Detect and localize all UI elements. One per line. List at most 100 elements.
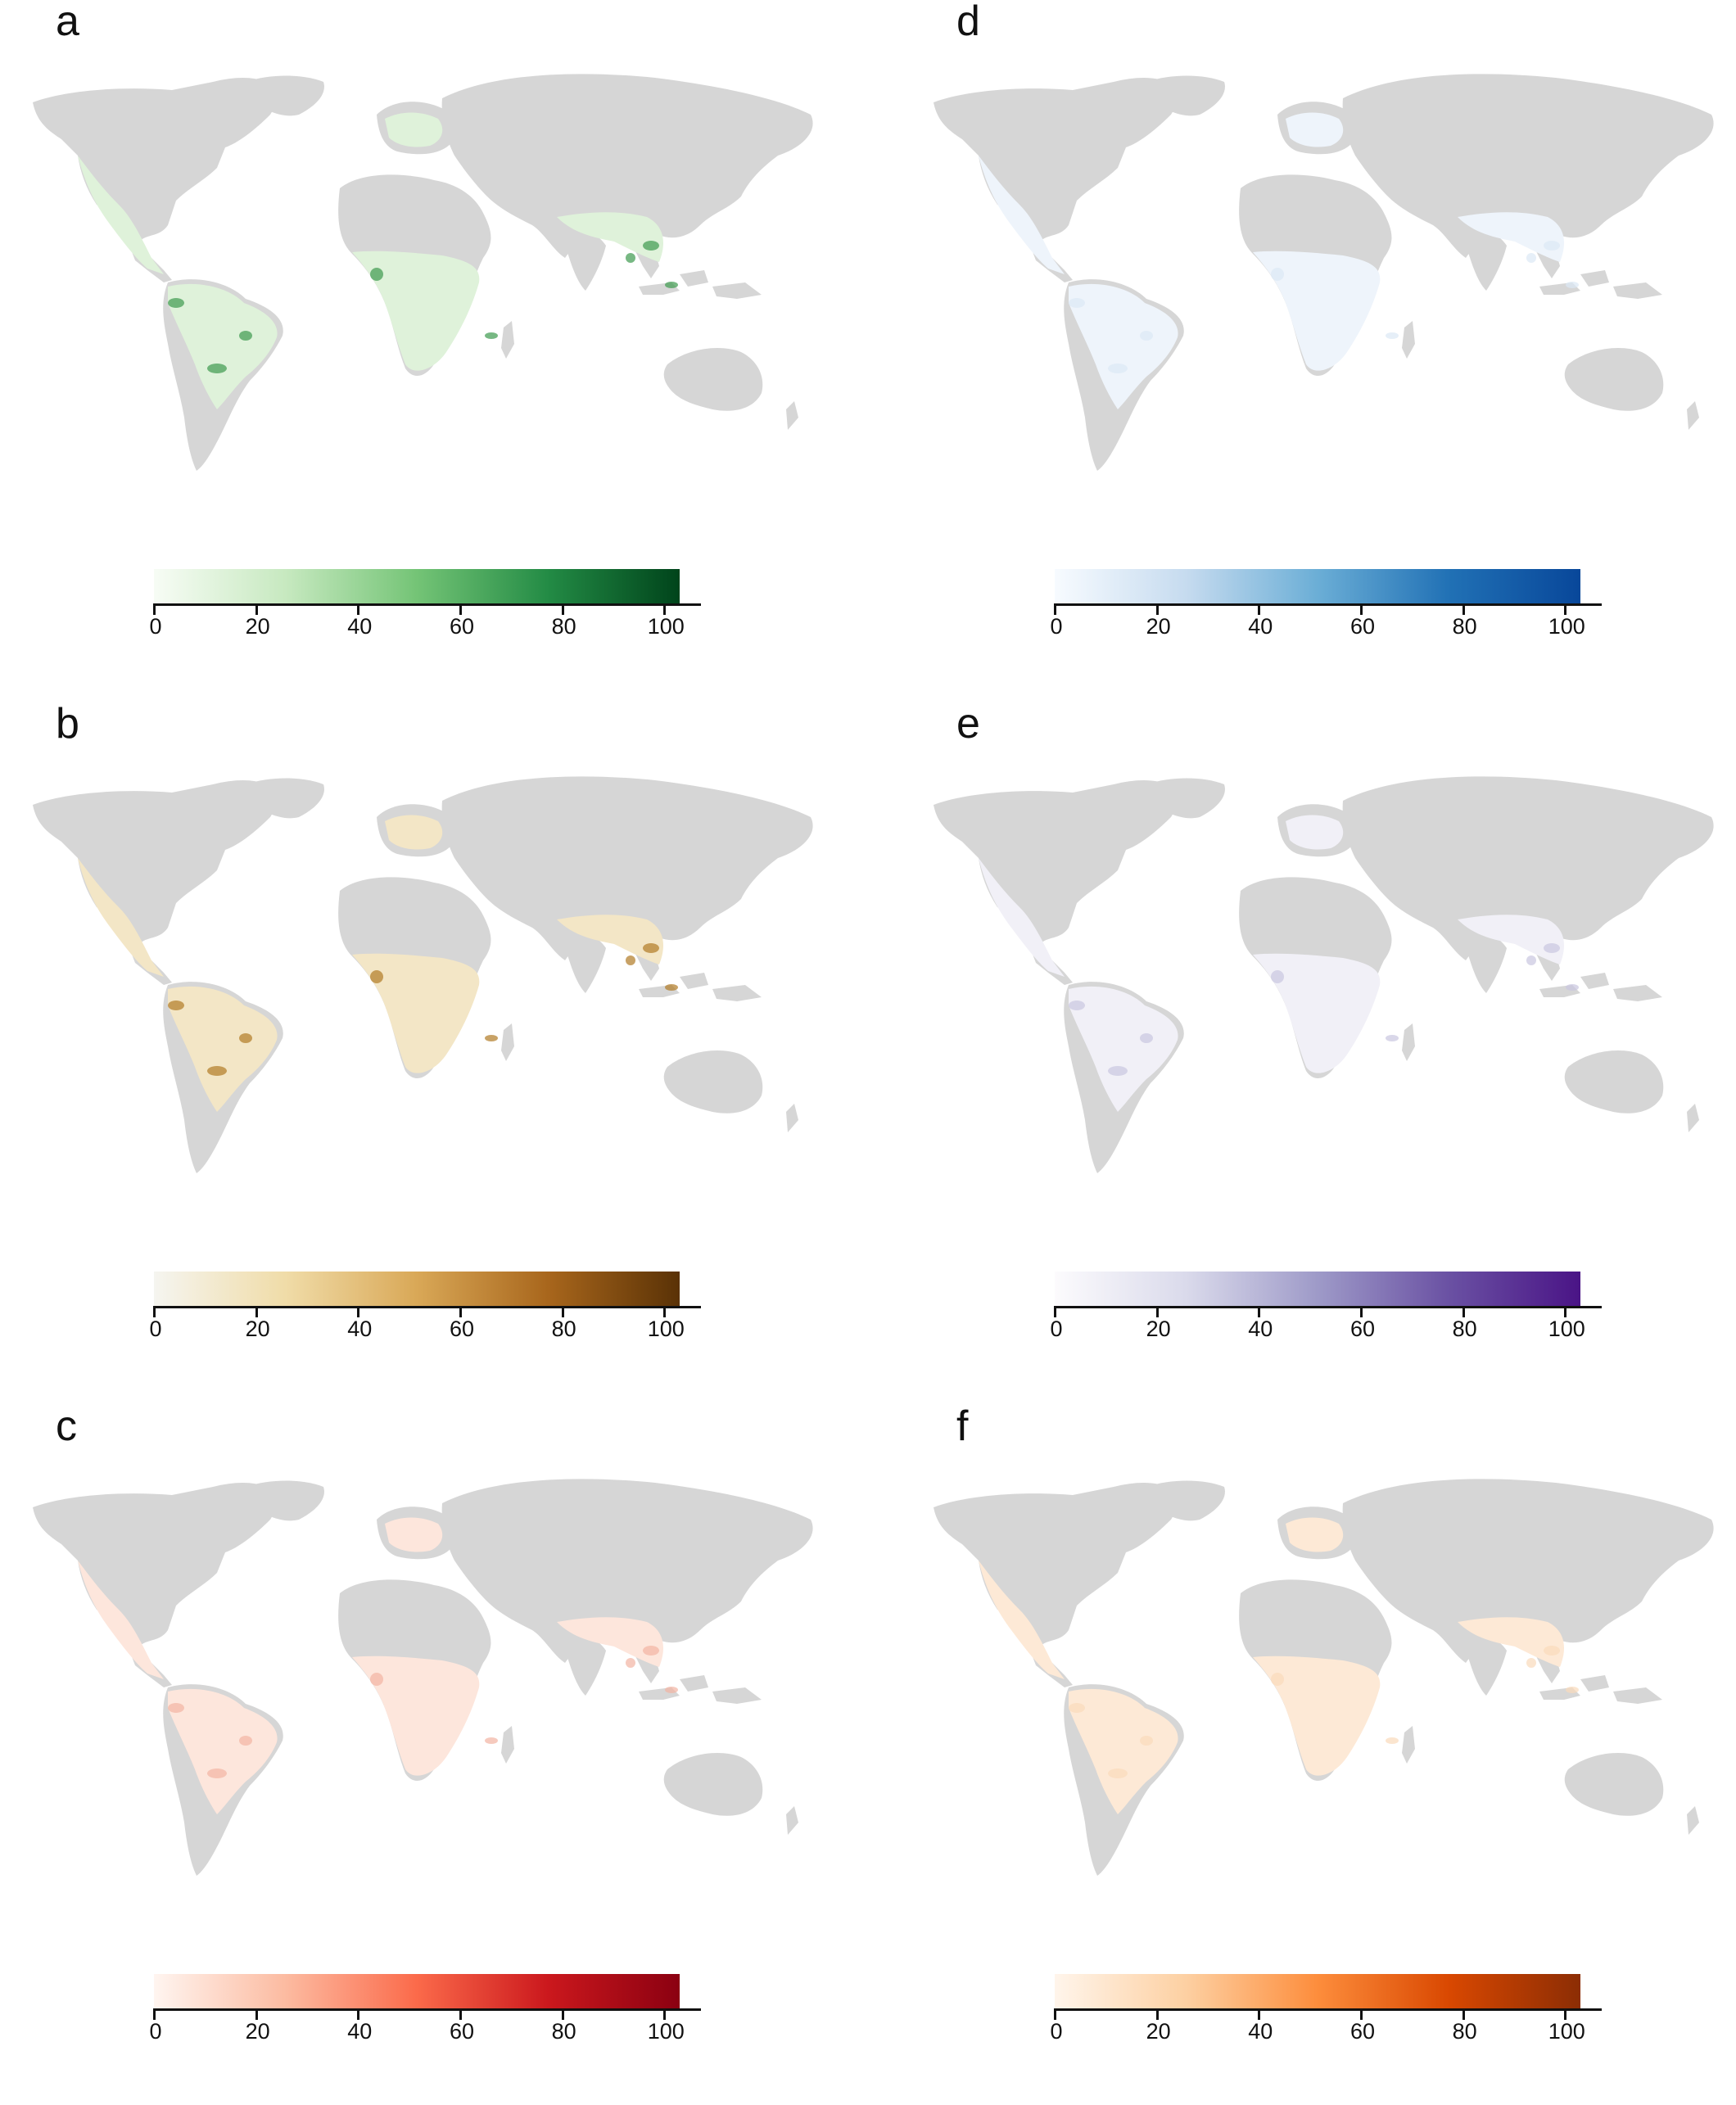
world-map: [33, 74, 813, 471]
colorbar-tick-label: 80: [1452, 614, 1477, 639]
colorbar-tick: [1155, 603, 1159, 615]
colorbar-tick: [561, 2008, 564, 2020]
value-hotspot-0: [207, 364, 227, 373]
value-hotspot-3: [1271, 970, 1284, 983]
value-hotspot-3: [370, 970, 383, 983]
landmass-0: [33, 78, 283, 250]
colorbar-tick-label: 20: [1146, 614, 1171, 639]
colorbar-tick-label: 20: [1146, 2019, 1171, 2044]
landmass-0: [33, 780, 283, 952]
landmass-13: [1613, 180, 1630, 209]
value-hotspot-5: [1544, 241, 1560, 251]
value-hotspot-0: [1108, 1066, 1128, 1076]
value-hotspot-5: [643, 943, 659, 953]
value-hotspot-0: [1108, 364, 1128, 373]
landmass-15: [1687, 1104, 1699, 1132]
landmass-8: [1466, 225, 1507, 291]
value-hotspot-7: [665, 282, 678, 288]
landmass-14: [663, 1753, 763, 1816]
colorbar-tick-label: 60: [449, 1317, 474, 1341]
colorbar-legend: 0 20 40 60 80 100: [149, 569, 711, 651]
colorbar-tick-label: 100: [647, 614, 685, 639]
value-hotspot-6: [626, 1658, 635, 1668]
landmass-7: [1342, 74, 1714, 258]
value-region-3: [78, 1561, 164, 1679]
landmass-15: [786, 1806, 798, 1835]
landmass-12: [1613, 985, 1662, 1001]
landmass-1: [246, 75, 324, 116]
colorbar-tick: [1054, 1306, 1056, 1317]
value-overlay-group: [78, 815, 678, 1112]
colorbar-tick: [153, 1306, 156, 1317]
colorbar-axis: [1055, 2008, 1602, 2011]
value-hotspot-1: [239, 1033, 252, 1043]
value-hotspot-1: [1140, 331, 1153, 341]
world-map: [934, 776, 1714, 1173]
colorbar-tick: [1359, 603, 1363, 615]
colorbar-tick: [153, 603, 156, 615]
world-map: [33, 776, 813, 1173]
colorbar-tick: [1258, 2008, 1261, 2020]
landmass-8: [1466, 928, 1507, 993]
landmass-8: [565, 1630, 606, 1696]
value-hotspot-3: [1271, 1673, 1284, 1686]
colorbar-tick-label: 80: [1452, 2019, 1477, 2044]
landmass-0: [934, 1483, 1183, 1655]
landmass-15: [786, 1104, 798, 1132]
colorbar-tick: [1462, 603, 1465, 615]
colorbar-tick: [153, 2008, 156, 2020]
map-panel-f: f 0 20 40 60 80 100: [901, 1405, 1736, 2105]
colorbar-tick-label: 0: [149, 2019, 162, 2044]
value-hotspot-5: [1544, 1646, 1560, 1656]
value-region-0: [168, 986, 278, 1112]
value-hotspot-6: [1526, 955, 1536, 965]
colorbar: [1055, 569, 1580, 603]
colorbar-tick: [663, 1306, 667, 1317]
landmass-13: [712, 1585, 729, 1614]
colorbar-tick-label: 40: [347, 2019, 373, 2044]
value-region-0: [168, 1688, 278, 1814]
value-region-0: [1069, 986, 1178, 1112]
colorbar-tick-label: 40: [1248, 614, 1273, 639]
value-hotspot-0: [207, 1768, 227, 1778]
colorbar-tick-label: 80: [551, 1317, 576, 1341]
world-map: [33, 1479, 813, 1876]
colorbar-tick: [255, 603, 258, 615]
colorbar-tick-label: 100: [647, 2019, 685, 2044]
landmass-15: [1687, 401, 1699, 430]
map-panel-a: a 0 20 40 60 80 100: [0, 0, 868, 700]
value-hotspot-2: [168, 1703, 184, 1713]
landmass-12: [712, 1687, 762, 1704]
value-hotspot-7: [1566, 984, 1579, 991]
colorbar-legend: 0 20 40 60 80 100: [1050, 1272, 1612, 1353]
value-hotspot-2: [168, 1001, 184, 1010]
landmass-15: [1687, 1806, 1699, 1835]
colorbar-tick: [459, 2008, 462, 2020]
value-overlay-group: [78, 1517, 678, 1814]
landmass-0: [934, 78, 1183, 250]
landmass-12: [712, 985, 762, 1001]
landmass-6: [1402, 1023, 1415, 1061]
colorbar-tick: [1054, 2008, 1056, 2020]
landmass-7: [1342, 1479, 1714, 1663]
colorbar-tick-label: 0: [149, 1317, 162, 1341]
value-hotspot-5: [643, 1646, 659, 1656]
landmass-1: [246, 1480, 324, 1521]
value-overlay-group: [78, 112, 678, 409]
colorbar-tick: [255, 1306, 258, 1317]
landmass-14: [1564, 348, 1664, 411]
colorbar-tick-label: 60: [1349, 1317, 1375, 1341]
colorbar-tick-label: 0: [1050, 2019, 1063, 2044]
value-hotspot-1: [1140, 1033, 1153, 1043]
value-overlay-group: [979, 815, 1579, 1112]
colorbar-tick-label: 80: [551, 614, 576, 639]
colorbar-tick: [1564, 603, 1567, 615]
value-hotspot-7: [1566, 1687, 1579, 1693]
value-region-1: [352, 251, 480, 371]
colorbar-axis: [154, 2008, 701, 2011]
value-region-3: [78, 156, 164, 274]
landmass-14: [1564, 1050, 1664, 1113]
landmass-14: [1564, 1753, 1664, 1816]
colorbar-tick-label: 60: [449, 2019, 474, 2044]
landmass-11: [680, 270, 708, 287]
